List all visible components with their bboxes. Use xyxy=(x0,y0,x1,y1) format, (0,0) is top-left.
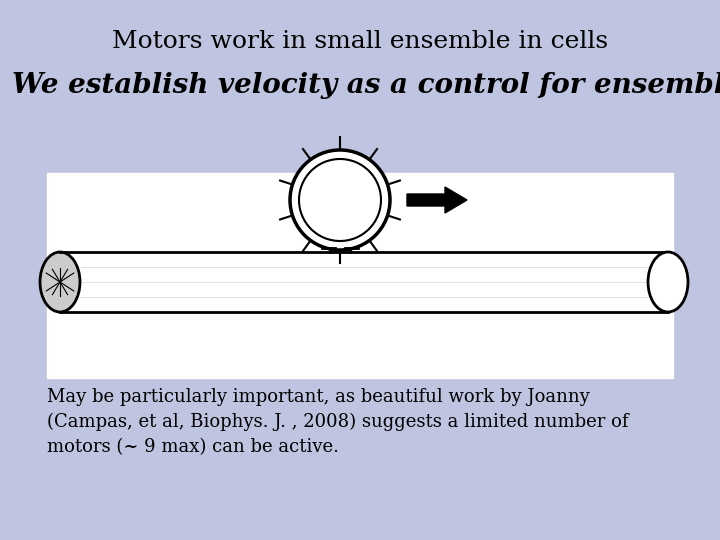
Text: Motors work in small ensemble in cells: Motors work in small ensemble in cells xyxy=(112,30,608,53)
Bar xyxy=(47,173,673,378)
Circle shape xyxy=(290,150,390,250)
Circle shape xyxy=(299,159,381,241)
Bar xyxy=(60,252,668,312)
Text: May be particularly important, as beautiful work by Joanny
(Campas, et al, Bioph: May be particularly important, as beauti… xyxy=(47,388,629,456)
Text: We establish velocity as a control for ensemble travel: We establish velocity as a control for e… xyxy=(12,72,720,99)
Ellipse shape xyxy=(648,252,688,312)
Ellipse shape xyxy=(40,252,80,312)
FancyArrow shape xyxy=(407,187,467,213)
